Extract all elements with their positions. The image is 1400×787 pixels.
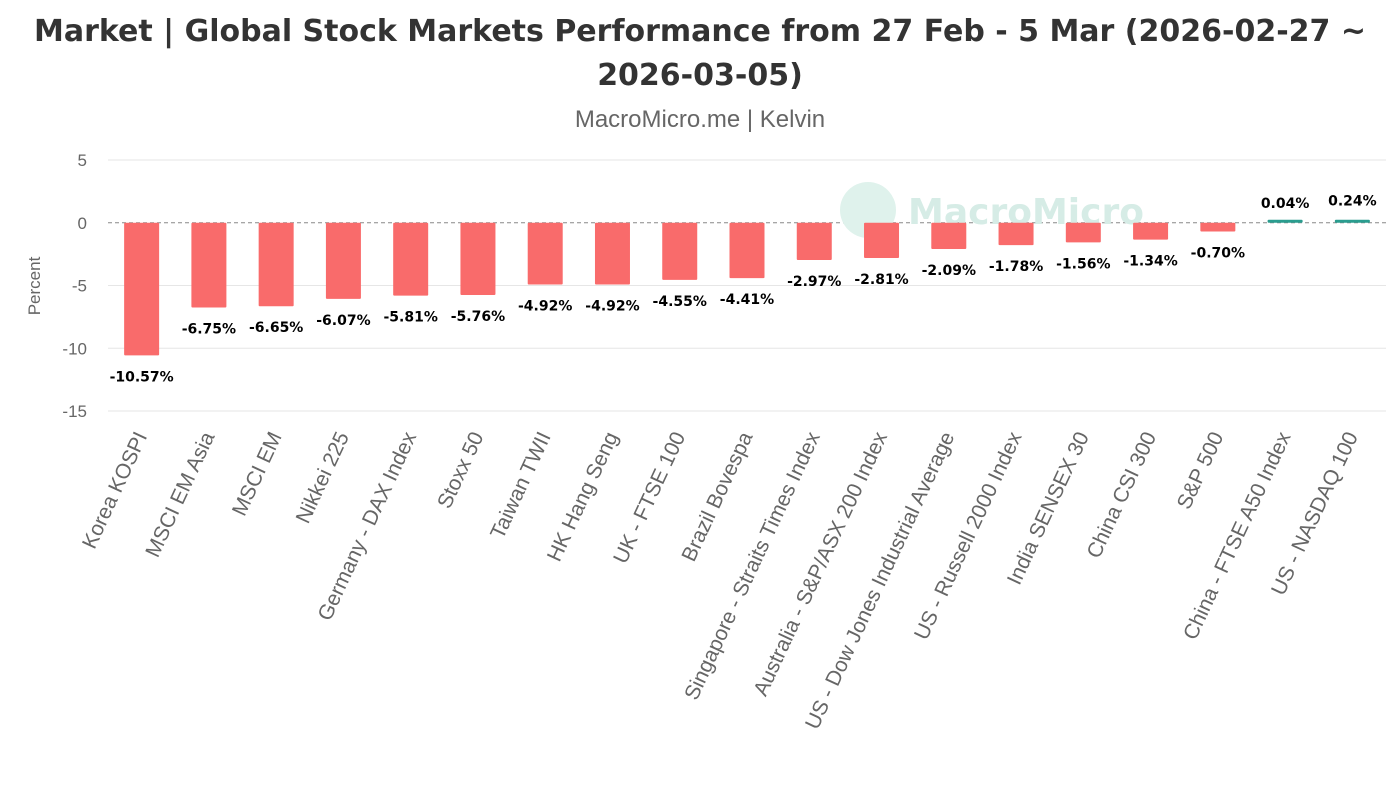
data-labels: -10.57% -6.75% -6.65% -6.07% -5.81% -5.76% -4.…	[110, 194, 1377, 386]
bar	[729, 222, 765, 279]
data-label: -4.41%	[720, 292, 774, 308]
data-label: -6.65%	[249, 320, 303, 336]
bar	[325, 222, 361, 299]
data-label: -2.09%	[922, 263, 976, 279]
x-category-label: MSCI EM	[228, 428, 287, 519]
data-label: -4.92%	[518, 298, 572, 314]
x-category-label: MSCI EM Asia	[141, 428, 219, 561]
y-tick-label: 5	[78, 151, 87, 170]
bar	[460, 222, 496, 296]
grid-lines	[108, 159, 1386, 412]
bar	[1200, 222, 1236, 232]
data-label: -1.56%	[1056, 256, 1110, 272]
bar	[527, 222, 563, 285]
bars	[124, 219, 1370, 356]
data-label: -6.07%	[316, 313, 370, 329]
bar	[864, 222, 900, 259]
data-label: -5.81%	[383, 310, 437, 326]
y-axis-label: Percent	[25, 256, 44, 315]
x-category-label: S&P 500	[1173, 428, 1229, 513]
data-label: -5.76%	[451, 309, 505, 325]
bar	[998, 222, 1034, 246]
y-axis-ticks: 5 0 -5 -10 -15	[62, 151, 87, 421]
data-label: -4.92%	[585, 298, 639, 314]
data-label: -0.70%	[1191, 246, 1245, 262]
x-category-label: China CSI 300	[1083, 428, 1162, 562]
x-category-label: Australia - S&P/ASX 200 Index	[749, 428, 892, 699]
bar	[1267, 219, 1303, 223]
x-category-label: Singapore - Straits Times Index	[680, 428, 825, 704]
x-category-label: Brazil Bovespa	[677, 428, 757, 565]
data-label: 0.24%	[1328, 194, 1377, 210]
bar	[662, 222, 698, 280]
data-label: -2.81%	[854, 272, 908, 288]
y-tick-label: -10	[62, 339, 87, 358]
bar	[1133, 222, 1169, 240]
x-category-label: Stoxx 50	[433, 428, 488, 512]
data-label: -10.57%	[110, 369, 174, 385]
data-label: -1.78%	[989, 259, 1043, 275]
x-category-label: Nikkei 225	[292, 428, 354, 527]
bar	[594, 222, 630, 285]
chart-subtitle: MacroMicro.me | Kelvin	[574, 106, 826, 133]
y-tick-label: -15	[62, 402, 87, 421]
x-category-label: UK - FTSE 100	[609, 428, 690, 567]
data-label: -1.34%	[1123, 254, 1177, 270]
data-label: 0.04%	[1261, 196, 1310, 212]
bar	[1065, 222, 1101, 243]
bar	[191, 222, 227, 308]
x-category-label: Korea KOSPI	[78, 428, 152, 552]
data-label: -4.55%	[653, 294, 707, 310]
y-tick-label: 0	[78, 214, 87, 233]
bar	[124, 222, 160, 356]
x-category-label: Taiwan TWII	[486, 428, 556, 542]
data-label: -6.75%	[182, 321, 236, 337]
bar	[796, 222, 832, 261]
bar	[931, 222, 967, 249]
bar	[1334, 219, 1370, 223]
bar	[393, 222, 429, 296]
bar	[258, 222, 294, 307]
chart-title: Market | Global Stock Markets Performanc…	[34, 14, 1366, 93]
x-category-label: HK Hang Seng	[543, 428, 623, 565]
y-tick-label: -5	[72, 277, 87, 296]
data-label: -2.97%	[787, 274, 841, 290]
